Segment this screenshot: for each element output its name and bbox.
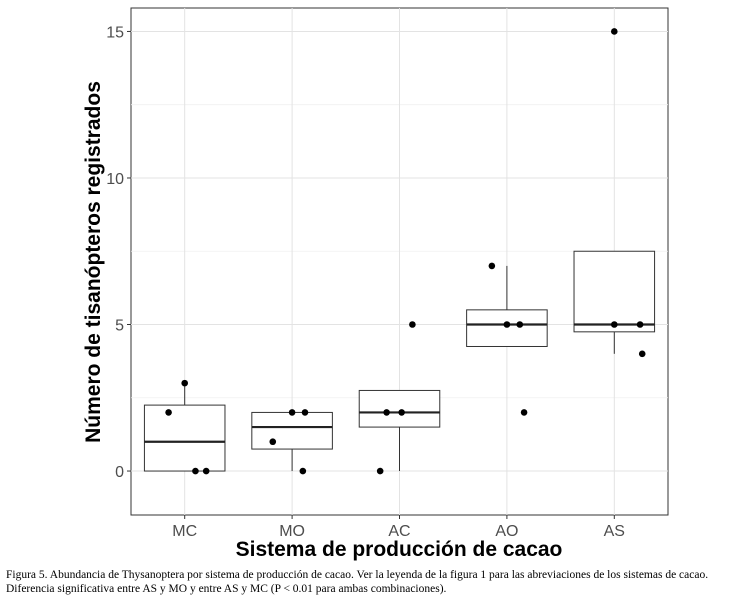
box — [466, 309, 548, 347]
box — [251, 411, 333, 450]
data-point — [192, 467, 199, 475]
data-point — [202, 467, 210, 475]
x-tick-label: AS — [604, 523, 625, 540]
box — [573, 250, 656, 333]
data-point — [165, 409, 172, 416]
y-axis: 0 5 10 15 — [106, 24, 131, 481]
data-point — [301, 409, 309, 416]
data-point — [409, 321, 416, 328]
y-axis-title: Número de tisanópteros registrados — [82, 81, 105, 443]
data-point — [516, 321, 524, 328]
data-point — [376, 467, 384, 475]
x-axis-title: Sistema de producción de cacao — [236, 538, 563, 561]
y-tick-label: 10 — [106, 171, 124, 188]
y-tick-label: 15 — [106, 24, 124, 41]
data-point — [611, 321, 618, 328]
data-point — [288, 409, 296, 416]
x-axis: MC MO AC AO AS — [172, 515, 625, 540]
x-tick-label: AC — [388, 523, 410, 540]
box — [143, 404, 226, 472]
data-point — [520, 409, 528, 416]
data-point — [398, 409, 405, 416]
box — [358, 389, 441, 428]
data-point — [503, 321, 511, 328]
figure-caption: Figura 5. Abundancia de Thysanoptera por… — [6, 569, 709, 595]
x-tick-label: AO — [495, 523, 518, 540]
boxplot-chart: 0 5 10 15 MC MO AC AO AS Sistema de producción … — [82, 7, 669, 561]
data-point — [611, 28, 618, 35]
data-point — [181, 379, 188, 387]
data-point — [299, 467, 307, 475]
x-tick-label: MC — [172, 523, 197, 540]
data-point — [269, 438, 277, 446]
boxes — [143, 250, 656, 472]
data-points — [165, 28, 646, 475]
data-point — [488, 262, 496, 270]
y-tick-label: 0 — [115, 464, 124, 481]
data-point — [383, 409, 390, 416]
data-point — [636, 321, 644, 328]
data-point — [638, 350, 646, 358]
x-tick-label: MO — [279, 523, 305, 540]
grid-lines — [131, 8, 668, 515]
y-tick-label: 5 — [115, 318, 124, 335]
